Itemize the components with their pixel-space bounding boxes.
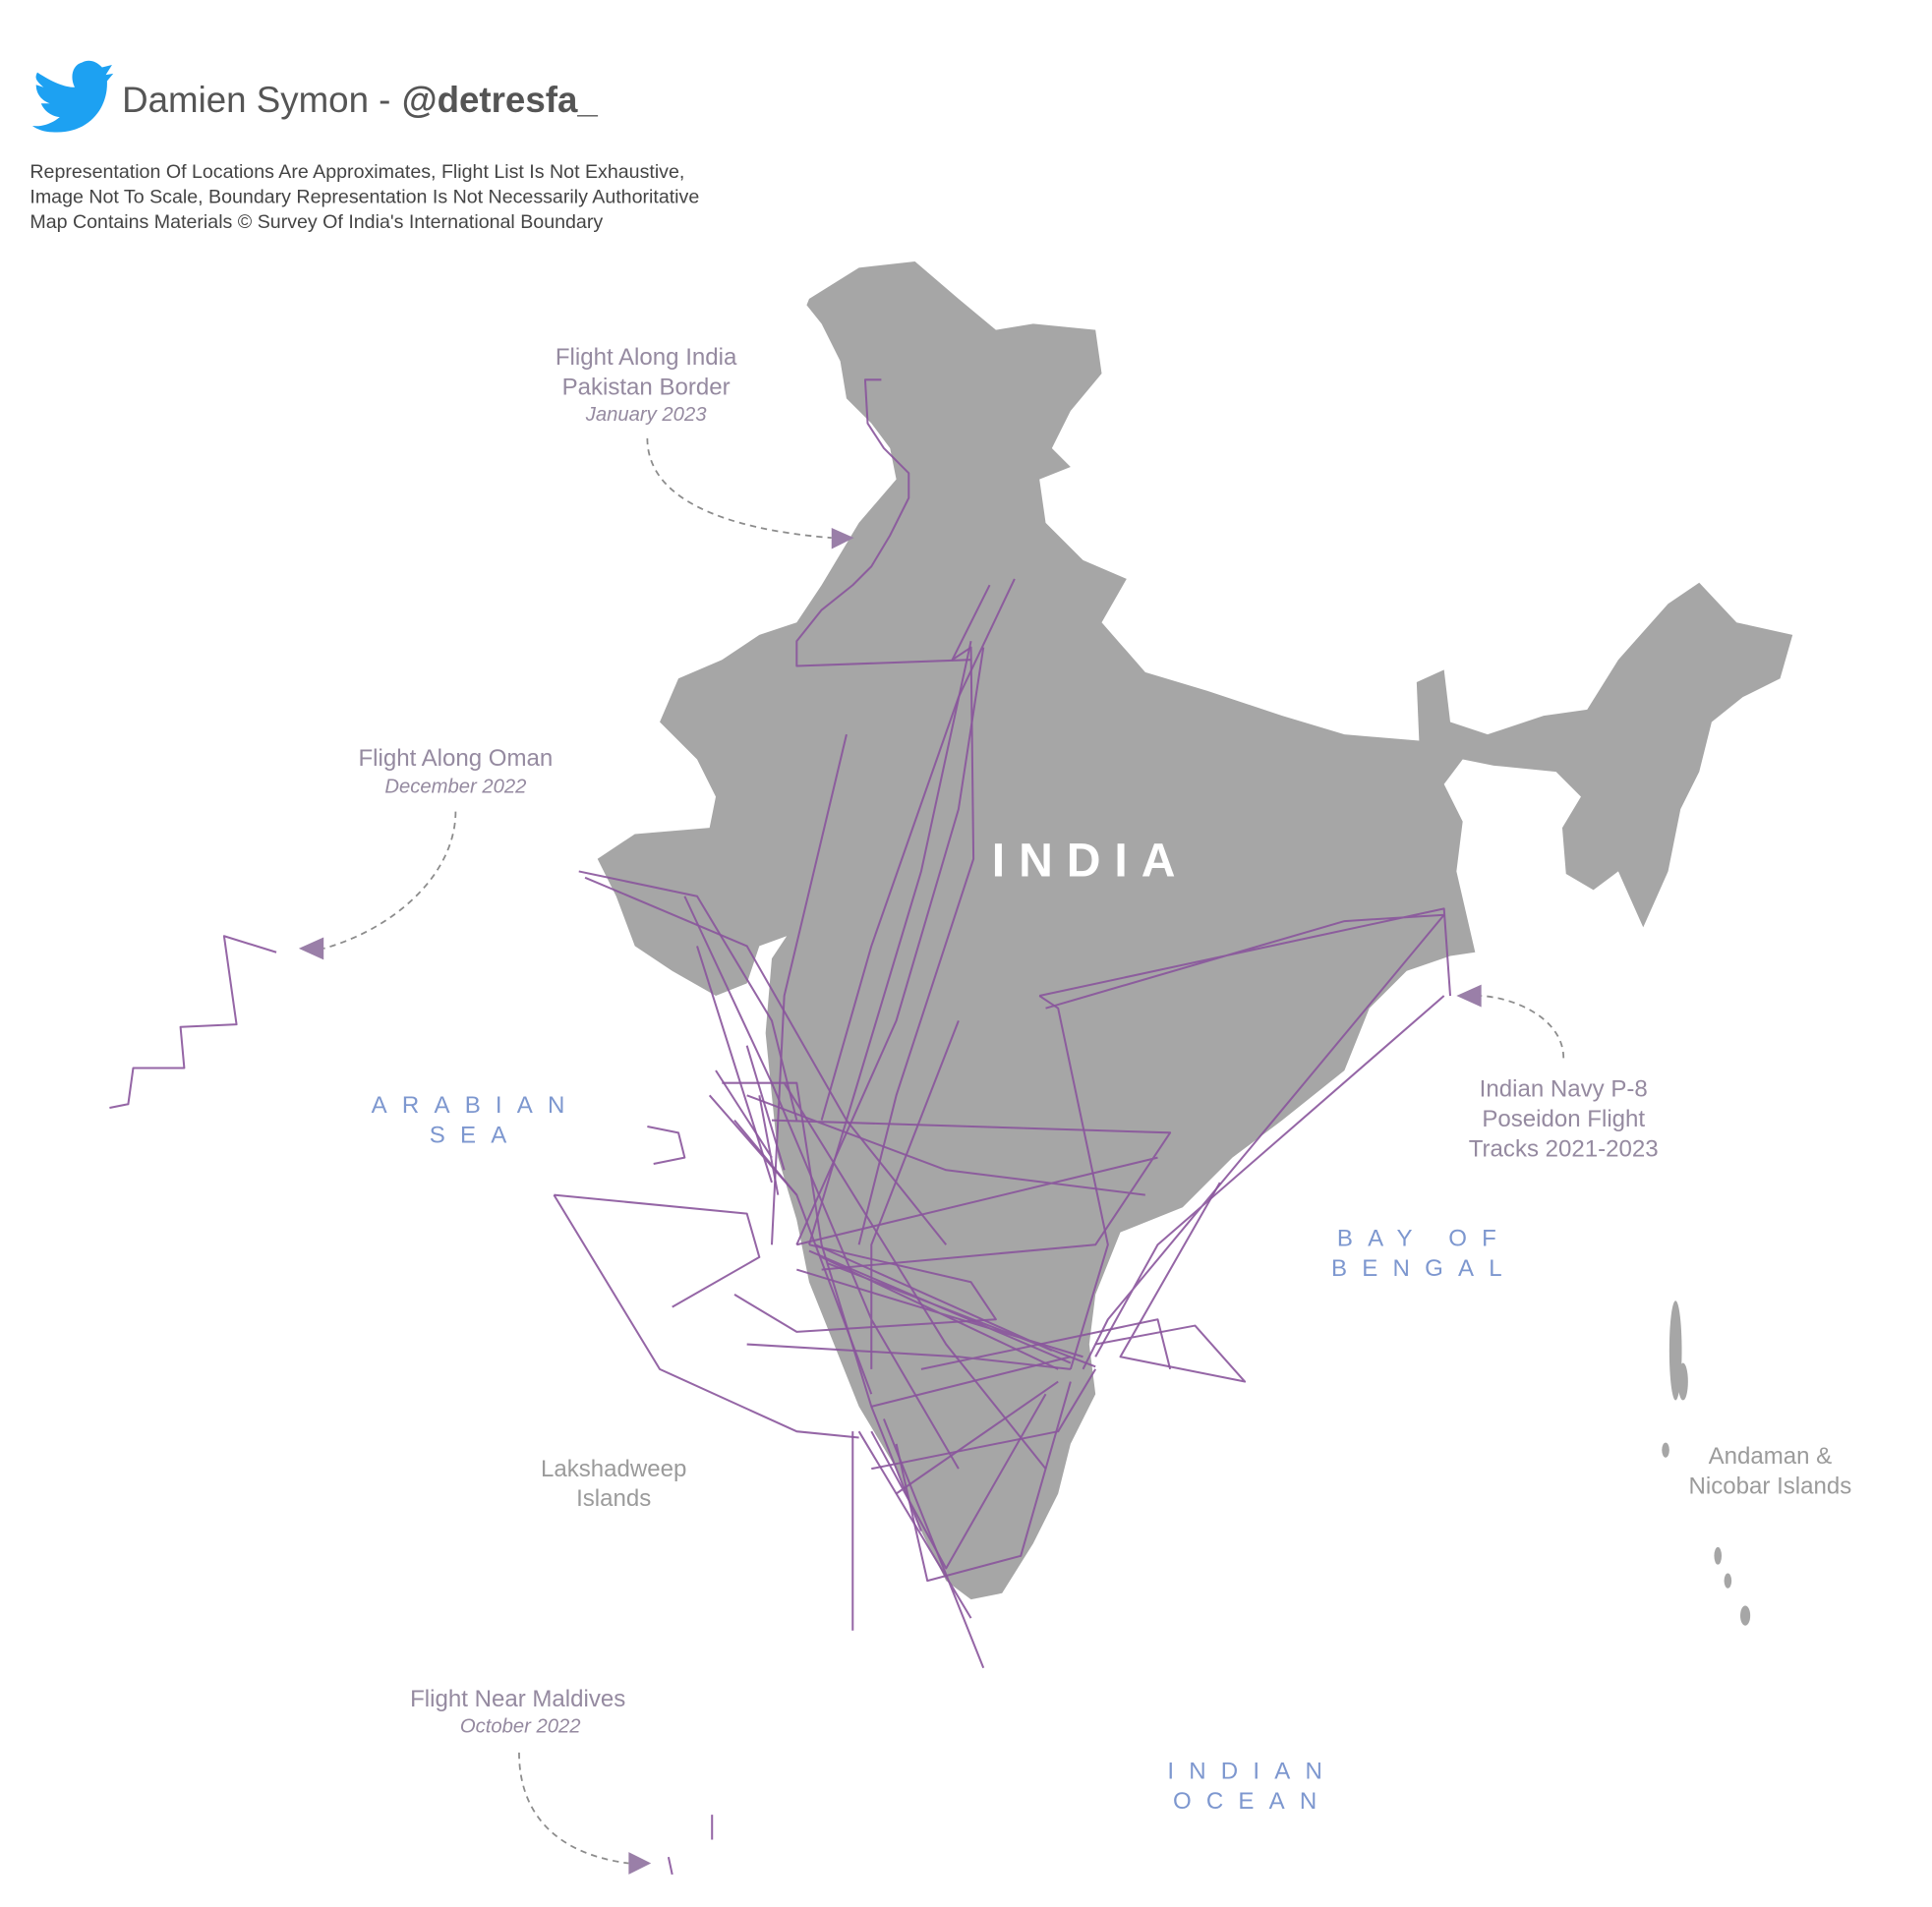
arrowhead <box>831 527 854 549</box>
island-label: Nicobar Islands <box>1689 1473 1852 1499</box>
arrowhead <box>1456 984 1482 1008</box>
annotation-arrow <box>1481 995 1565 1059</box>
annotation-title: Flight Along India <box>556 344 737 371</box>
arrowhead <box>298 937 324 960</box>
annotation-date: December 2022 <box>384 777 526 798</box>
twitter-bird <box>31 60 114 133</box>
annotation-date: October 2022 <box>460 1716 581 1738</box>
disclaimer: Map Contains Materials © Survey Of India… <box>29 211 603 233</box>
sea-label: INDIAN <box>1167 1758 1337 1784</box>
country-label: INDIA <box>992 835 1190 888</box>
annotation-arrow <box>646 437 832 540</box>
annotation-arrow <box>322 811 457 950</box>
author: Damien Symon - <box>122 80 390 120</box>
andaman-islands <box>1662 1300 1751 1626</box>
sea-label: ARABIAN <box>372 1092 580 1119</box>
sea-label: BAY OF <box>1337 1226 1511 1252</box>
island-label: Lakshadweep <box>541 1456 686 1482</box>
annotation-date: January 2023 <box>585 404 707 426</box>
annotation-title: Flight Along Oman <box>358 745 553 772</box>
header-title: Damien Symon - @detresfa_ <box>122 80 598 120</box>
india-landmass <box>597 261 1793 1600</box>
annotation-title: Pakistan Border <box>562 375 731 401</box>
disclaimer: Image Not To Scale, Boundary Representat… <box>29 187 699 208</box>
handle: @detresfa_ <box>402 80 599 120</box>
arrowhead <box>628 1852 652 1875</box>
island-label: Islands <box>576 1485 651 1512</box>
sea-label: OCEAN <box>1173 1788 1331 1815</box>
disclaimer: Representation Of Locations Are Approxim… <box>29 161 684 183</box>
sea-label: BENGAL <box>1331 1255 1517 1282</box>
island-label: Andaman & <box>1709 1443 1833 1470</box>
annotation-arrow <box>518 1752 629 1865</box>
flight-tracks <box>109 378 1452 1876</box>
sea-label: SEA <box>430 1122 522 1148</box>
annotation-title: Tracks 2021-2023 <box>1469 1135 1659 1162</box>
annotation-title: Flight Near Maldives <box>410 1686 625 1712</box>
annotation-title: Indian Navy P-8 <box>1480 1076 1648 1103</box>
annotation-title: Poseidon Flight <box>1482 1106 1645 1132</box>
